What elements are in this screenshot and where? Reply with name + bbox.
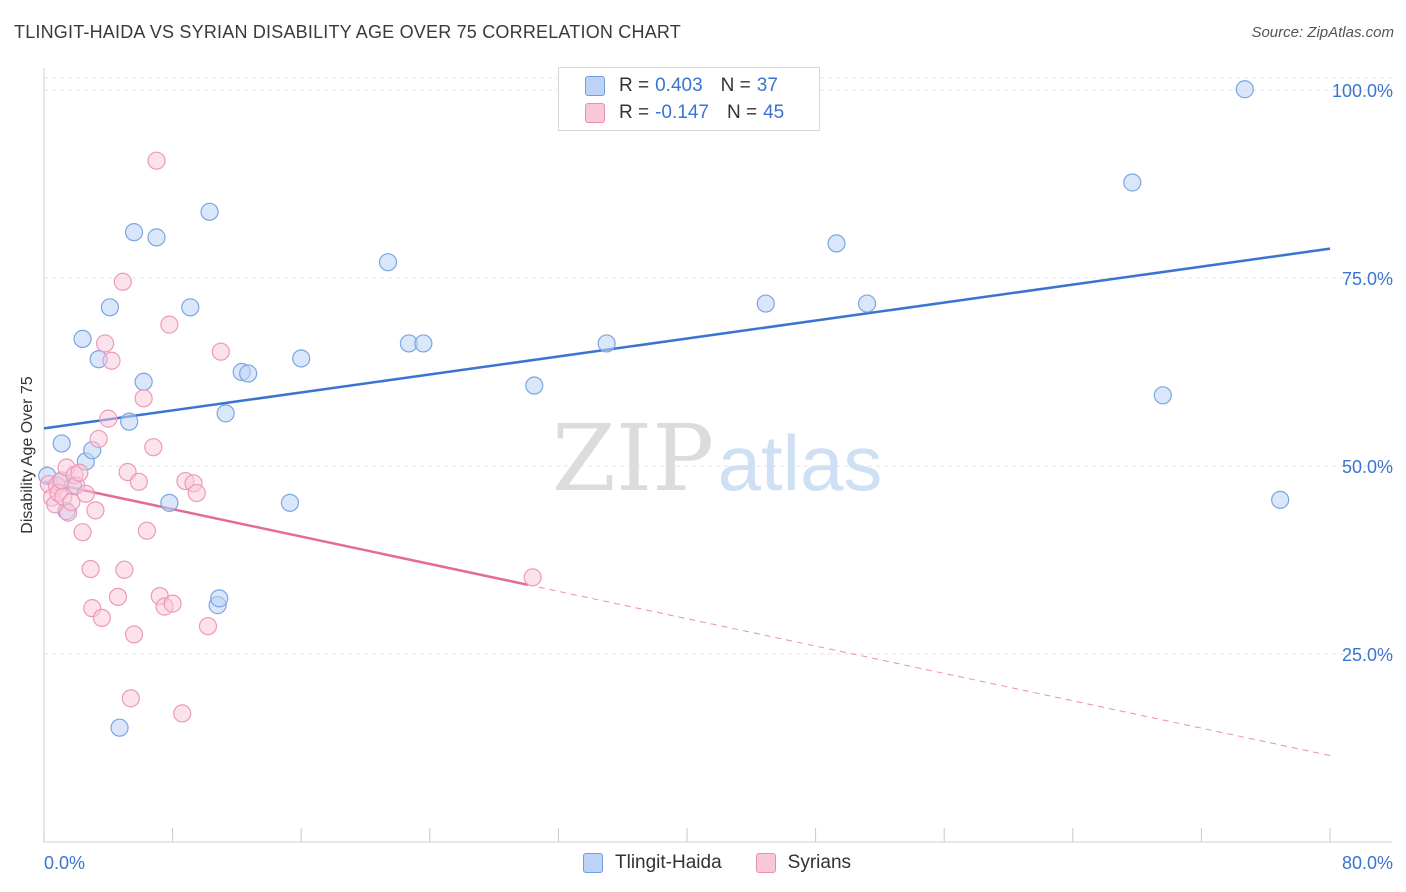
point-syrians xyxy=(115,560,134,579)
legend-row-pink: R = -0.147 N = 45 xyxy=(585,101,802,125)
point-syrians xyxy=(73,523,92,542)
legend-item-tlingit-haida: Tlingit-Haida xyxy=(583,852,722,874)
point-tlingit-haida xyxy=(52,434,71,453)
legend-label-syrians: Syrians xyxy=(787,852,852,873)
point-syrians xyxy=(147,151,166,170)
legend-row-blue: R = 0.403 N = 37 xyxy=(585,74,796,98)
point-syrians xyxy=(198,617,218,636)
point-syrians xyxy=(70,463,89,482)
point-syrians xyxy=(211,342,230,361)
y-tick-label: 100.0% xyxy=(1332,81,1393,101)
point-tlingit-haida xyxy=(756,294,775,313)
point-tlingit-haida xyxy=(239,364,258,383)
point-syrians xyxy=(76,484,95,503)
trend-line-syrians-projection xyxy=(527,584,1331,757)
point-tlingit-haida xyxy=(1123,173,1142,192)
point-syrians xyxy=(86,501,105,520)
point-syrians xyxy=(187,483,206,503)
watermark-atlas: atlas xyxy=(718,419,883,507)
point-tlingit-haida xyxy=(1235,80,1254,99)
data-points xyxy=(38,80,1290,737)
point-syrians xyxy=(144,438,163,457)
point-tlingit-haida xyxy=(597,334,616,353)
point-tlingit-haida xyxy=(280,493,300,512)
point-tlingit-haida xyxy=(210,589,229,608)
point-syrians xyxy=(81,559,100,579)
legend-n-label: N = xyxy=(720,75,751,96)
axes xyxy=(43,68,1392,843)
point-tlingit-haida xyxy=(1153,386,1172,405)
y-tick-label: 50.0% xyxy=(1342,457,1393,477)
point-syrians xyxy=(89,429,108,449)
point-syrians xyxy=(62,492,81,512)
source-label: Source: ZipAtlas.com xyxy=(1251,24,1394,41)
watermark-zip: ZIP xyxy=(552,405,714,512)
point-tlingit-haida xyxy=(1271,490,1290,509)
legend-item-syrians: Syrians xyxy=(755,852,852,874)
point-tlingit-haida xyxy=(827,234,846,253)
point-syrians xyxy=(173,704,192,723)
point-syrians xyxy=(160,315,179,334)
point-syrians xyxy=(124,625,144,644)
point-syrians xyxy=(113,272,132,291)
point-tlingit-haida xyxy=(181,298,200,317)
legend-swatch-pink xyxy=(755,853,776,873)
legend-swatch-blue xyxy=(585,76,605,96)
trend-line-tlingit-haida xyxy=(43,247,1331,430)
watermark: ZIP atlas xyxy=(552,405,882,512)
x-tick-label: 80.0% xyxy=(1342,853,1393,873)
point-tlingit-haida xyxy=(147,228,166,247)
point-tlingit-haida xyxy=(73,329,92,349)
point-tlingit-haida xyxy=(414,334,433,353)
stats-legend: R = 0.403 N = 37 R = -0.147 N = 45 xyxy=(558,67,820,131)
y-tick-label: 75.0% xyxy=(1342,269,1393,289)
point-syrians xyxy=(121,689,140,708)
legend-r-label: R = xyxy=(619,102,650,123)
point-syrians xyxy=(523,568,542,587)
x-tick-label: 0.0% xyxy=(44,853,85,873)
legend-r-value: 0.403 xyxy=(655,75,703,96)
point-tlingit-haida xyxy=(120,412,139,431)
point-tlingit-haida xyxy=(216,404,235,423)
point-syrians xyxy=(92,608,111,628)
point-syrians xyxy=(102,351,121,370)
legend-r-label: R = xyxy=(619,75,650,96)
legend-swatch-pink xyxy=(585,103,605,123)
tick-labels: 25.0% 50.0% 75.0% 100.0% 0.0% 80.0% xyxy=(44,81,1393,873)
legend-r-value: -0.147 xyxy=(655,102,709,123)
point-tlingit-haida xyxy=(200,202,219,221)
point-syrians xyxy=(99,409,118,428)
series-legend: Tlingit-Haida Syrians xyxy=(583,852,885,874)
point-tlingit-haida xyxy=(292,349,311,368)
trend-line-syrians xyxy=(43,480,529,587)
point-tlingit-haida xyxy=(110,718,129,737)
point-tlingit-haida xyxy=(160,493,179,512)
trend-lines xyxy=(43,247,1331,757)
legend-n-value: 37 xyxy=(756,75,778,96)
point-tlingit-haida xyxy=(378,253,398,272)
point-tlingit-haida xyxy=(100,298,120,317)
point-tlingit-haida xyxy=(525,376,544,395)
point-syrians xyxy=(108,587,128,606)
point-tlingit-haida xyxy=(134,372,153,391)
chart-title: TLINGIT-HAIDA VS SYRIAN DISABILITY AGE O… xyxy=(14,22,681,42)
legend-n-label: N = xyxy=(726,102,758,123)
legend-swatch-blue xyxy=(583,853,603,873)
point-tlingit-haida xyxy=(124,223,144,242)
point-syrians xyxy=(163,594,182,613)
point-syrians xyxy=(95,334,115,353)
point-tlingit-haida xyxy=(857,294,877,313)
point-syrians xyxy=(137,521,156,540)
legend-n-value: 45 xyxy=(763,102,785,123)
y-tick-label: 25.0% xyxy=(1342,645,1393,665)
point-syrians xyxy=(134,389,153,408)
point-syrians xyxy=(129,472,148,491)
legend-label-tlingit-haida: Tlingit-Haida xyxy=(615,852,722,873)
